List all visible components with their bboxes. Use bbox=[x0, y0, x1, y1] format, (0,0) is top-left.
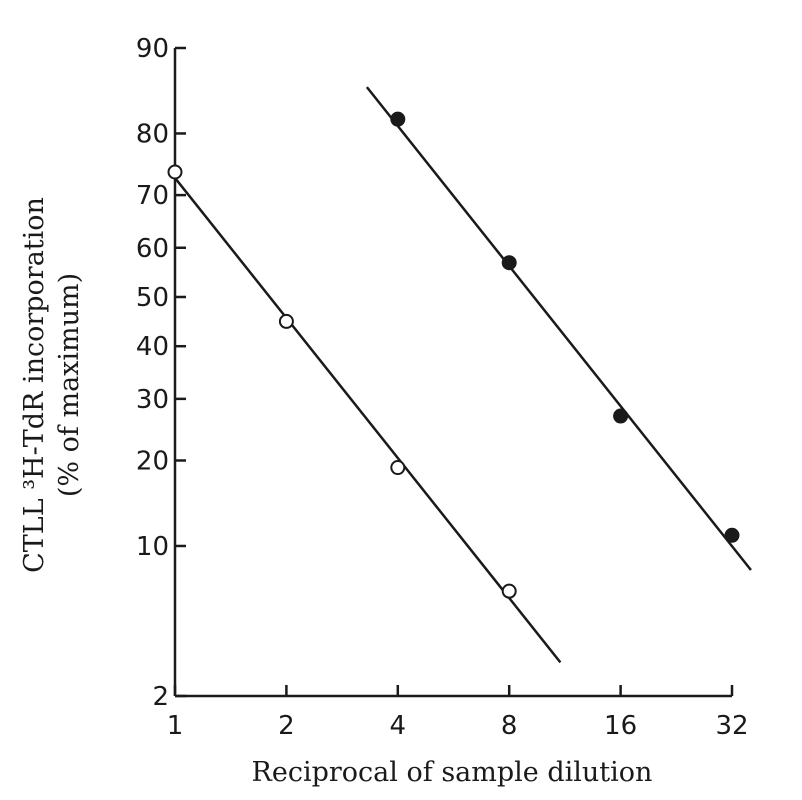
filled-circle-point bbox=[390, 111, 406, 127]
fit-lines bbox=[174, 86, 752, 664]
y-tick-label: 2 bbox=[152, 682, 169, 712]
x-axis-ticks: 1 2 4 8 16 32 bbox=[167, 685, 749, 741]
data-markers bbox=[167, 111, 740, 599]
y-axis-ticks: 2 10 20 30 40 50 60 70 80 90 bbox=[136, 34, 186, 712]
y-tick-label: 90 bbox=[136, 34, 169, 64]
y-tick-label: 30 bbox=[136, 385, 169, 415]
y-tick-label: 40 bbox=[136, 332, 169, 362]
open-circle-point bbox=[390, 460, 406, 476]
open-circle-point bbox=[501, 583, 517, 599]
x-tick-label: 16 bbox=[604, 711, 637, 741]
fit-line bbox=[365, 86, 752, 571]
open-circle-point bbox=[167, 164, 183, 180]
y-tick-label: 60 bbox=[136, 234, 169, 264]
y-axis-title-line1: CTLL ³H-TdR incorporation bbox=[19, 197, 50, 573]
y-tick-label: 20 bbox=[136, 447, 169, 477]
filled-circle-point bbox=[501, 255, 517, 271]
fit-line bbox=[174, 177, 562, 664]
y-tick-label: 10 bbox=[136, 532, 169, 562]
filled-circle-point bbox=[724, 527, 740, 543]
y-tick-label: 80 bbox=[136, 119, 169, 149]
x-tick-label: 4 bbox=[390, 711, 407, 741]
x-tick-label: 2 bbox=[278, 711, 295, 741]
open-circle-point bbox=[278, 313, 294, 329]
filled-circle-point bbox=[613, 408, 629, 424]
x-tick-label: 8 bbox=[501, 711, 518, 741]
x-axis-title: Reciprocal of sample dilution bbox=[252, 757, 653, 788]
y-tick-label: 50 bbox=[136, 283, 169, 313]
x-tick-label: 1 bbox=[167, 711, 184, 741]
x-tick-label: 32 bbox=[715, 711, 748, 741]
y-tick-label: 70 bbox=[136, 181, 169, 211]
y-axis-title-line2: (% of maximum) bbox=[54, 273, 85, 497]
